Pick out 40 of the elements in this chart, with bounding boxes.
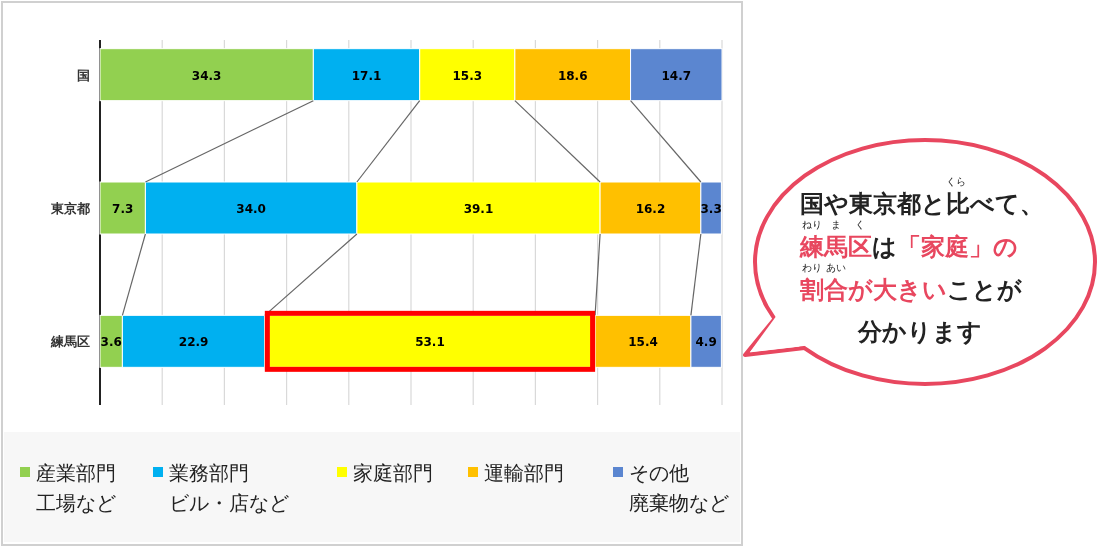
- text: あい: [826, 262, 846, 273]
- text: 廃棄物など: [629, 491, 729, 515]
- data-label: 15.4: [628, 335, 658, 350]
- y-tick-label: 東京都: [50, 201, 90, 216]
- data-label: 3.6: [100, 335, 122, 350]
- legend-label: 業務部門: [169, 461, 249, 485]
- text: ねり: [802, 219, 822, 230]
- text: ビル・店など: [169, 491, 289, 515]
- data-label: 14.7: [661, 68, 692, 83]
- y-tick-label: 練馬区: [50, 334, 90, 350]
- text: 割合が大きい: [799, 276, 947, 304]
- text: く: [855, 219, 865, 230]
- legend-label: 運輸部門: [484, 461, 564, 485]
- data-label: 16.2: [635, 202, 666, 216]
- data-label: 53.1: [415, 335, 445, 350]
- text: の: [993, 233, 1018, 261]
- legend-label: 産業部門: [36, 461, 116, 485]
- data-label: 22.9: [178, 335, 209, 350]
- legend-label: その他: [629, 461, 689, 485]
- text: 「家庭」: [897, 233, 993, 261]
- data-label: 15.3: [452, 68, 483, 83]
- y-tick-label: 国: [77, 67, 90, 83]
- legend-label: 家庭部門: [353, 461, 433, 485]
- text: 工場など: [36, 491, 116, 515]
- data-label: 3.3: [700, 202, 722, 216]
- data-label: 34.0: [236, 202, 266, 216]
- text: ま: [831, 219, 841, 230]
- data-label: 34.3: [191, 68, 222, 83]
- text: 国や東京都と比べて、: [800, 190, 1044, 218]
- data-label: 17.1: [351, 68, 382, 83]
- text: ことが: [947, 276, 1022, 304]
- text: 分かります: [857, 318, 982, 346]
- text: くら: [946, 176, 966, 187]
- data-label: 18.6: [557, 68, 588, 83]
- data-label: 7.3: [112, 202, 134, 216]
- text: は: [872, 233, 897, 261]
- text: わり: [802, 262, 822, 273]
- text: 練馬区: [799, 233, 872, 261]
- data-label: 4.9: [695, 335, 717, 350]
- data-label: 39.1: [463, 202, 494, 216]
